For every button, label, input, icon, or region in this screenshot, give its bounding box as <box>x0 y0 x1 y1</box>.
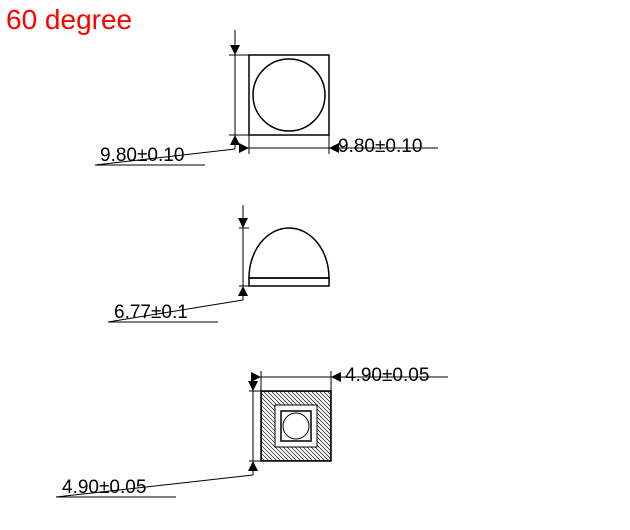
dim-bottom-height: 4.90±0.05 <box>62 477 146 499</box>
dim-side-height: 6.77±0.1 <box>114 302 188 324</box>
dim-top-height: 9.80±0.10 <box>100 145 184 167</box>
engineering-drawing <box>0 0 630 530</box>
dim-top-width: 9.80±0.10 <box>338 136 422 158</box>
dim-bottom-width: 4.90±0.05 <box>345 365 429 387</box>
